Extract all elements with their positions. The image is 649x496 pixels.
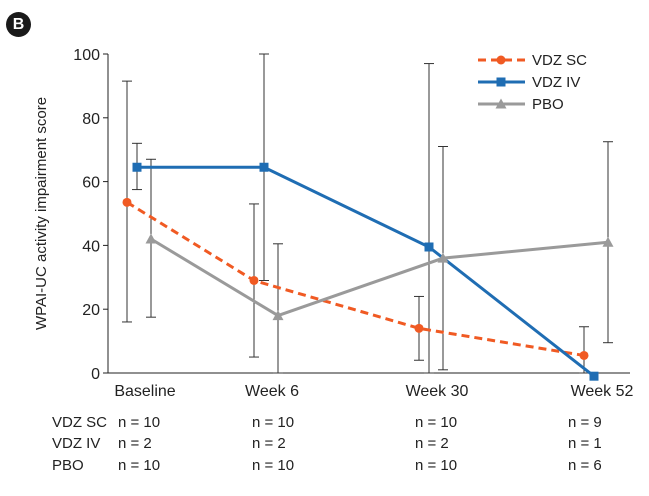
data-point xyxy=(132,162,142,172)
y-tick-label: 40 xyxy=(82,238,100,255)
y-tick-label: 100 xyxy=(73,47,100,64)
n-table-row-label: VDZ SC xyxy=(52,414,108,431)
x-tick-label: Week 6 xyxy=(245,383,299,400)
y-tick-label: 0 xyxy=(91,366,100,383)
data-point xyxy=(579,350,589,360)
n-table-cell: n = 10 xyxy=(118,414,161,431)
n-table-cell: n = 10 xyxy=(415,414,458,431)
x-tick-label: Baseline xyxy=(114,383,175,400)
n-table-cell: n = 6 xyxy=(568,457,602,474)
data-point xyxy=(496,55,506,65)
n-table-cell: n = 2 xyxy=(415,435,449,452)
x-tick-label: Week 30 xyxy=(406,383,469,400)
n-table-cell: n = 10 xyxy=(252,457,295,474)
series-line xyxy=(137,165,595,378)
n-table-row-label: VDZ IV xyxy=(52,435,101,452)
y-tick-label: 60 xyxy=(82,175,100,192)
data-point xyxy=(259,162,269,172)
legend: VDZ SC VDZ IV PBO xyxy=(478,52,587,113)
y-tick-label: 80 xyxy=(82,111,100,128)
x-tick-label: Week 52 xyxy=(571,383,634,400)
n-table-cell: n = 10 xyxy=(118,457,161,474)
data-point xyxy=(122,197,132,207)
n-table-cell: n = 2 xyxy=(118,435,152,452)
chart-axes: 0 20 40 60 80 100 WPAI-UC activity impairment … xyxy=(33,47,634,400)
legend-label: VDZ SC xyxy=(532,52,587,69)
y-tick-label: 20 xyxy=(82,302,100,319)
panel-label: B xyxy=(6,12,31,37)
data-point xyxy=(249,275,259,285)
data-point xyxy=(495,98,507,109)
data-point xyxy=(589,371,599,381)
n-table-cell: n = 2 xyxy=(252,435,286,452)
legend-label: VDZ IV xyxy=(532,74,580,91)
data-point xyxy=(424,242,434,252)
line-chart: 0 20 40 60 80 100 WPAI-UC activity impairment … xyxy=(33,47,634,400)
n-table-cell: n = 9 xyxy=(568,414,602,431)
n-table-row-label: PBO xyxy=(52,457,84,474)
y-axis-label: WPAI-UC activity impairment score xyxy=(33,97,50,330)
series-lines xyxy=(122,162,614,381)
data-point xyxy=(602,236,614,247)
data-point xyxy=(145,233,157,244)
n-table-cell: n = 10 xyxy=(252,414,295,431)
data-point xyxy=(414,323,424,333)
data-point xyxy=(496,77,506,87)
n-table-cell: n = 10 xyxy=(415,457,458,474)
n-table-cell: n = 1 xyxy=(568,435,602,452)
series-line xyxy=(150,237,609,318)
data-point xyxy=(437,252,449,263)
data-point xyxy=(272,310,284,321)
legend-label: PBO xyxy=(532,96,564,113)
series-line xyxy=(126,201,585,357)
